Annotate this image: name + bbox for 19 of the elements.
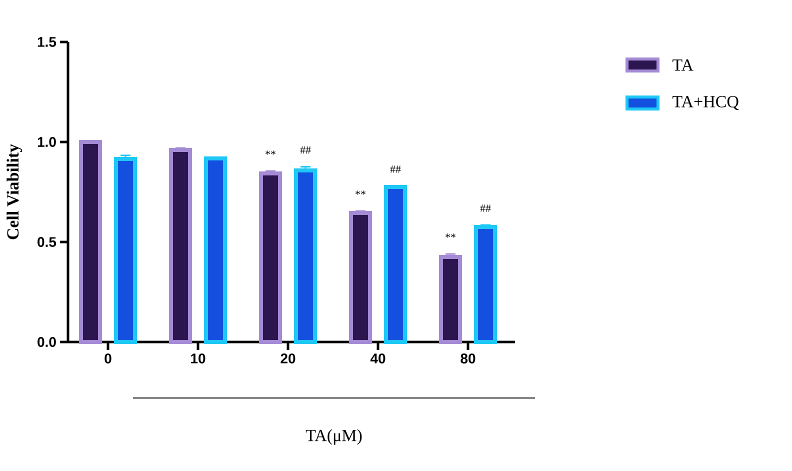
y-tick-label: 0.0 (38, 337, 56, 347)
annotation: ** (356, 190, 366, 195)
y-axis-title: Cell Viability (6, 144, 22, 240)
x-axis-title: TA(μM) (306, 429, 362, 445)
x-tick-label: 20 (280, 354, 296, 364)
annotation: ## (480, 204, 491, 212)
legend-label: TA+HCQ (672, 96, 739, 110)
annotation: ## (390, 166, 401, 173)
x-tick-label: 10 (191, 354, 206, 364)
legend-label: TA (672, 59, 694, 71)
y-tick-label: 1.0 (38, 137, 56, 147)
annotation: ** (446, 234, 456, 238)
annotation: ** (266, 150, 276, 155)
x-tick-label: 40 (370, 354, 386, 364)
x-tick-label: 0 (104, 354, 112, 364)
x-tick-label: 80 (460, 354, 476, 364)
annotation: ## (300, 146, 311, 154)
y-tick-label: 0.5 (38, 237, 56, 247)
y-tick-label: 1.5 (38, 37, 56, 47)
